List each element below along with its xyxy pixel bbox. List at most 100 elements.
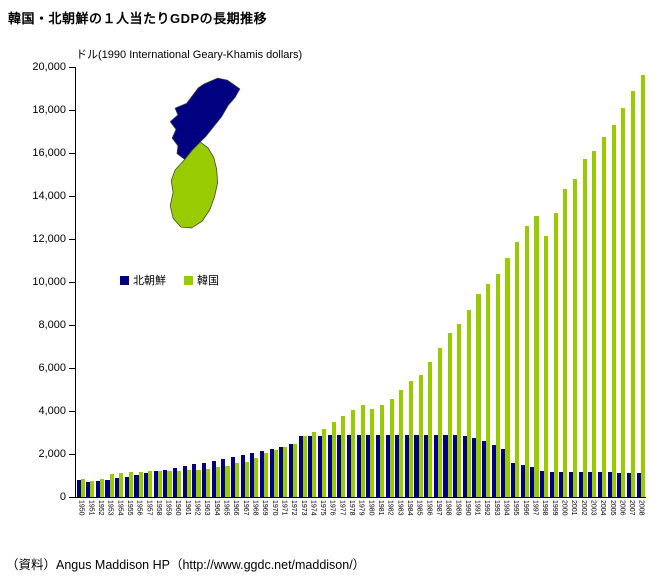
bar-south — [312, 432, 317, 497]
bar-south — [466, 309, 471, 497]
bar-north — [588, 472, 593, 497]
y-tick-label: 10,000 — [32, 275, 66, 288]
x-tick-label: 1958 — [154, 500, 162, 516]
bar-south — [437, 348, 442, 497]
page-title: 韓国・北朝鮮の１人当たりGDPの長期推移 — [8, 11, 268, 26]
x-tick-label: 1989 — [454, 500, 462, 516]
bar-north — [124, 476, 129, 497]
x-tick-label: 1986 — [425, 500, 433, 516]
bar-group-1995 — [511, 67, 521, 497]
x-tick-label: 1991 — [473, 500, 481, 516]
bar-south — [99, 478, 104, 497]
bar-group-1973 — [298, 67, 308, 497]
bar-group-1991 — [472, 67, 482, 497]
bar-group-1965 — [221, 67, 231, 497]
x-tick-label: 2006 — [618, 500, 626, 516]
x-tick-label: 1979 — [357, 500, 365, 516]
bar-group-1950 — [76, 67, 86, 497]
x-tick-label: 1992 — [483, 500, 491, 516]
y-tick-label: 6,000 — [38, 361, 66, 374]
bar-group-2001 — [568, 67, 578, 497]
bar-south — [119, 473, 124, 497]
bar-south — [379, 404, 384, 497]
bar-group-1997 — [530, 67, 540, 497]
x-tick-label: 1960 — [174, 500, 182, 516]
y-axis-unit-label: ドル(1990 International Geary-Khamis dolla… — [76, 49, 303, 61]
y-tick-mark — [69, 195, 75, 197]
x-tick-label: 2005 — [608, 500, 616, 516]
south-korea-shape — [169, 141, 218, 229]
bar-group-1981 — [375, 67, 385, 497]
bar-north — [482, 441, 487, 497]
bar-group-2003 — [588, 67, 598, 497]
bar-north — [76, 480, 81, 497]
bar-south — [602, 137, 607, 497]
bar-north — [559, 472, 564, 497]
bar-north — [395, 434, 400, 497]
bar-group-1984 — [404, 67, 414, 497]
bar-north — [346, 435, 351, 497]
bar-south — [621, 107, 626, 497]
bar-north — [511, 462, 516, 497]
x-tick-label: 1988 — [444, 500, 452, 516]
bar-north — [211, 461, 216, 497]
bar-group-2000 — [559, 67, 569, 497]
bar-group-1961 — [182, 67, 192, 497]
bar-north — [501, 448, 506, 497]
bar-group-1951 — [86, 67, 96, 497]
bar-south — [273, 450, 278, 497]
bar-group-1996 — [520, 67, 530, 497]
bar-group-1957 — [144, 67, 154, 497]
bar-north — [163, 469, 168, 497]
x-tick-label: 1977 — [338, 500, 346, 516]
x-tick-label: 1971 — [280, 500, 288, 516]
x-tick-label: 1951 — [87, 500, 95, 516]
bar-group-1958 — [153, 67, 163, 497]
bar-group-1982 — [385, 67, 395, 497]
legend-item-north-korea: 北朝鮮 — [120, 272, 166, 288]
x-tick-label: 1983 — [396, 500, 404, 516]
x-tick-label: 1954 — [116, 500, 124, 516]
bar-north — [144, 473, 149, 497]
bar-north — [404, 434, 409, 497]
bar-group-1974 — [308, 67, 318, 497]
bar-south — [611, 124, 616, 497]
south-korea-swatch-icon — [184, 275, 193, 285]
bar-group-1962 — [192, 67, 202, 497]
bar-south — [196, 470, 201, 497]
bar-south — [408, 381, 413, 497]
x-tick-label: 1950 — [77, 500, 85, 516]
bar-group-1955 — [124, 67, 134, 497]
bar-north — [626, 472, 631, 497]
bar-group-1963 — [202, 67, 212, 497]
bar-north — [192, 464, 197, 497]
bar-north — [375, 434, 380, 497]
x-tick-label: 2007 — [628, 500, 636, 516]
bar-north — [153, 471, 158, 497]
y-tick-mark — [69, 324, 75, 326]
bar-north — [105, 479, 110, 497]
bar-north — [472, 437, 477, 497]
bar-south — [254, 457, 259, 497]
bar-group-1978 — [346, 67, 356, 497]
bar-south — [80, 478, 85, 497]
bar-group-1977 — [337, 67, 347, 497]
bar-south — [640, 75, 645, 497]
bar-south — [293, 444, 298, 497]
x-tick-label: 1981 — [377, 500, 385, 516]
bar-south — [515, 241, 520, 497]
y-tick-mark — [69, 152, 75, 154]
bar-south — [264, 453, 269, 497]
bar-group-1971 — [279, 67, 289, 497]
bar-south — [206, 468, 211, 497]
bar-north — [597, 472, 603, 497]
bar-south — [167, 470, 172, 497]
x-tick-label: 1962 — [193, 500, 201, 516]
bar-north — [520, 464, 525, 497]
bar-south — [302, 436, 307, 497]
bar-group-2004 — [597, 67, 607, 497]
x-axis-labels: 1950 1951 1952 1953 1954 1955 1956 1957 1958 1959… — [76, 500, 646, 542]
bar-south — [360, 404, 365, 497]
y-axis: 0 2,000 4,000 6,000 8,000 10,000 12,000 14,000 1… — [0, 61, 66, 503]
x-tick-label: 1978 — [348, 500, 356, 516]
